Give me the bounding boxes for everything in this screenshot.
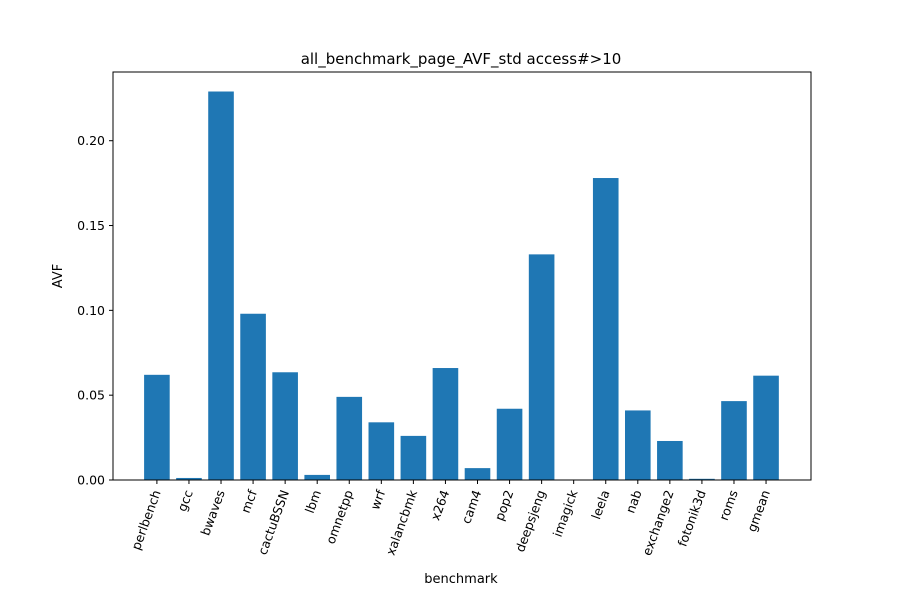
bar-pop2 [496, 408, 523, 480]
y-axis-label: AVF [51, 264, 66, 288]
x-tick-label-deepsjeng: deepsjeng [512, 488, 548, 554]
bar-omnetpp [336, 396, 363, 480]
x-tick-label-cactuBSSN: cactuBSSN [255, 488, 292, 557]
bar-fotonik3d [689, 478, 715, 480]
bar-x264 [432, 368, 459, 480]
y-axis: 0.00 0.05 0.10 0.15 0.20 [77, 133, 113, 488]
bars [144, 91, 779, 480]
plot-frame [112, 71, 812, 481]
x-tick-label-lbm: lbm [302, 488, 324, 515]
x-tick-label-leela: leela [588, 488, 612, 521]
bar-cam4 [464, 468, 491, 480]
bar-perlbench [144, 374, 170, 480]
bar-leela [592, 178, 619, 480]
bar-wrf [368, 422, 395, 480]
bar-roms [721, 401, 747, 480]
x-tick-label-mcf: mcf [238, 487, 260, 515]
x-tick-label-wrf: wrf [367, 487, 388, 511]
bar-gcc [176, 477, 202, 480]
bar-xalancbmk [400, 435, 427, 480]
y-tick-label-0.05: 0.05 [77, 388, 105, 403]
x-tick-label-pop2: pop2 [492, 488, 517, 523]
x-tick-label-gcc: gcc [174, 488, 196, 514]
bar-cactuBSSN [272, 372, 298, 480]
x-tick-label-x264: x264 [427, 488, 452, 523]
x-tick-label-bwaves: bwaves [198, 488, 228, 538]
x-tick-label-gmean: gmean [744, 488, 773, 534]
y-tick-label-0.20: 0.20 [77, 133, 105, 148]
chart-title: all_benchmark_page_AVF_std access#>10 [301, 50, 622, 69]
x-tick-label-fotonik3d: fotonik3d [674, 488, 708, 549]
x-tick-label-roms: roms [716, 488, 741, 522]
bar-deepsjeng [528, 254, 555, 480]
bar-gmean [753, 375, 779, 480]
bar-exchange2 [657, 440, 683, 480]
bar-mcf [240, 313, 266, 480]
y-tick-label-0.00: 0.00 [77, 473, 105, 488]
x-tick-label-nab: nab [622, 488, 644, 515]
x-tick-label-omnetpp: omnetpp [323, 488, 356, 546]
x-tick-label-xalancbmk: xalancbmk [383, 487, 421, 557]
bar-bwaves [208, 91, 234, 480]
x-tick-label-exchange2: exchange2 [639, 488, 677, 558]
x-tick-label-perlbench: perlbench [128, 488, 164, 552]
x-tick-label-cam4: cam4 [458, 488, 484, 526]
bar-nab [625, 410, 651, 480]
x-tick-label-imagick: imagick [550, 487, 581, 539]
bar-lbm [304, 474, 330, 480]
y-tick-label-0.10: 0.10 [77, 303, 105, 318]
x-axis-label: benchmark [424, 572, 498, 587]
y-tick-label-0.15: 0.15 [77, 218, 105, 233]
